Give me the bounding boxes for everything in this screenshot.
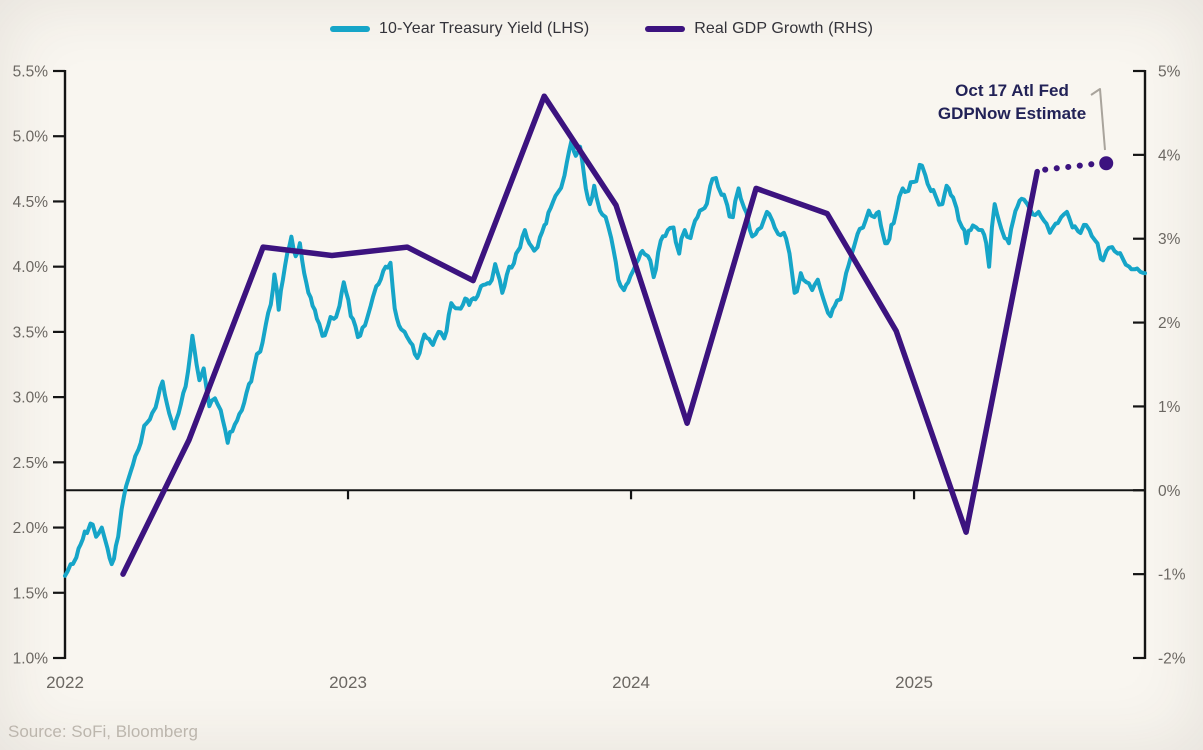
right-axis-tick-label: 3%: [1158, 231, 1181, 248]
left-axis-tick-label: 1.0%: [13, 651, 49, 668]
legend-label-gdp-growth: Real GDP Growth (RHS): [694, 20, 874, 37]
x-axis-year-label: 2023: [329, 673, 367, 692]
right-axis-tick-label: -1%: [1158, 567, 1186, 584]
x-axis-year-label: 2025: [895, 673, 933, 692]
legend: 10-Year Treasury Yield (LHS) Real GDP Gr…: [0, 20, 1203, 38]
right-axis-tick-label: 1%: [1158, 399, 1181, 416]
gdp-line-swatch-icon: [645, 26, 686, 32]
left-axis-tick-label: 5.0%: [13, 129, 49, 146]
left-axis-tick-label: 4.5%: [13, 194, 49, 211]
axes: [53, 69, 1147, 660]
treasury-yield-line: [63, 138, 1147, 578]
gdpnow-dotted-line: [1042, 160, 1104, 173]
right-axis-tick-label: 5%: [1158, 64, 1181, 81]
left-axis-tick-label: 1.5%: [13, 585, 49, 602]
right-axis-tick-label: -2%: [1158, 651, 1186, 668]
gdpnow-annotation-line2: GDPNow Estimate: [937, 103, 1087, 123]
legend-item-gdp-growth: Real GDP Growth (RHS): [645, 20, 873, 38]
right-axis-tick-label: 2%: [1158, 315, 1181, 332]
legend-item-treasury-yield: 10-Year Treasury Yield (LHS): [329, 20, 590, 38]
left-axis-tick-label: 3.5%: [13, 324, 49, 341]
treasury-line-swatch-icon: [329, 26, 370, 32]
right-axis-tick-label: 0%: [1158, 483, 1181, 500]
x-axis-year-label: 2022: [46, 673, 84, 692]
legend-label-treasury-yield: 10-Year Treasury Yield (LHS): [378, 20, 590, 37]
axis-tick-labels: 5.5% 5.0% 4.5% 4.0% 3.5% 3.0% 2.5% 2.0% 1.5% 1.0%…: [13, 64, 1186, 693]
left-axis-tick-label: 2.5%: [13, 455, 49, 472]
left-axis-tick-label: 5.5%: [13, 64, 49, 81]
right-axis-tick-label: 4%: [1158, 147, 1181, 164]
gdpnow-annotation: Oct 17 Atl Fed GDPNow Estimate: [928, 80, 1096, 126]
gdpnow-estimate-dot: [1099, 156, 1114, 171]
annotation-callout-line: [1090, 88, 1106, 151]
gdpnow-annotation-line1: Oct 17 Atl Fed: [955, 81, 1069, 100]
x-axis-year-label: 2024: [612, 673, 650, 692]
left-axis-tick-label: 4.0%: [13, 259, 49, 276]
left-axis-tick-label: 2.0%: [13, 520, 49, 537]
gdp-growth-line: [120, 93, 1040, 577]
source-caption: Source: SoFi, Bloomberg: [8, 722, 198, 741]
left-axis-tick-label: 3.0%: [13, 390, 49, 407]
